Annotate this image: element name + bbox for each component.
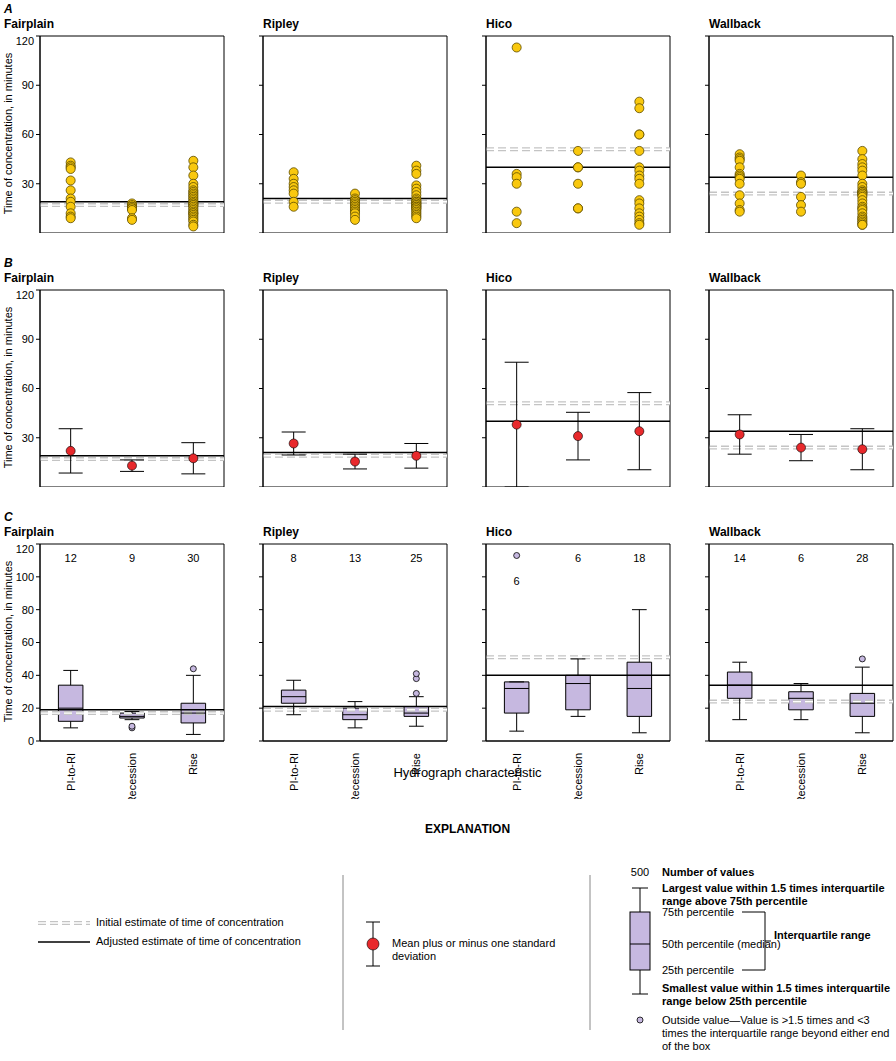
svg-text:18: 18 [633, 552, 645, 564]
svg-text:14: 14 [734, 552, 746, 564]
svg-text:6: 6 [514, 575, 520, 587]
svg-text:PI-to-RI: PI-to-RI [65, 753, 77, 791]
svg-text:8: 8 [291, 552, 297, 564]
svg-text:Rise: Rise [856, 753, 868, 775]
svg-text:13: 13 [349, 552, 361, 564]
svg-text:Recession: Recession [795, 753, 807, 799]
svg-text:30: 30 [22, 178, 34, 190]
svg-text:Recession: Recession [572, 753, 584, 799]
svg-text:120: 120 [16, 543, 34, 555]
svg-text:6: 6 [798, 552, 804, 564]
svg-text:120: 120 [16, 35, 34, 47]
svg-text:Rise: Rise [633, 753, 645, 775]
svg-text:Recession: Recession [349, 753, 361, 799]
svg-text:90: 90 [22, 333, 34, 345]
svg-text:30: 30 [22, 432, 34, 444]
svg-text:Recession: Recession [126, 753, 138, 799]
svg-text:30: 30 [187, 552, 199, 564]
svg-text:0: 0 [28, 735, 34, 747]
svg-text:120: 120 [16, 289, 34, 301]
svg-text:60: 60 [22, 636, 34, 648]
svg-text:80: 80 [22, 604, 34, 616]
svg-text:60: 60 [22, 128, 34, 140]
svg-text:PI-to-RI: PI-to-RI [288, 753, 300, 791]
svg-text:PI-to-RI: PI-to-RI [734, 753, 746, 791]
svg-text:60: 60 [22, 382, 34, 394]
svg-text:25: 25 [410, 552, 422, 564]
svg-text:6: 6 [575, 552, 581, 564]
svg-text:90: 90 [22, 79, 34, 91]
svg-text:20: 20 [22, 702, 34, 714]
svg-text:12: 12 [65, 552, 77, 564]
svg-text:9: 9 [129, 552, 135, 564]
svg-text:28: 28 [856, 552, 868, 564]
svg-text:Rise: Rise [187, 753, 199, 775]
svg-text:40: 40 [22, 669, 34, 681]
svg-text:100: 100 [16, 571, 34, 583]
